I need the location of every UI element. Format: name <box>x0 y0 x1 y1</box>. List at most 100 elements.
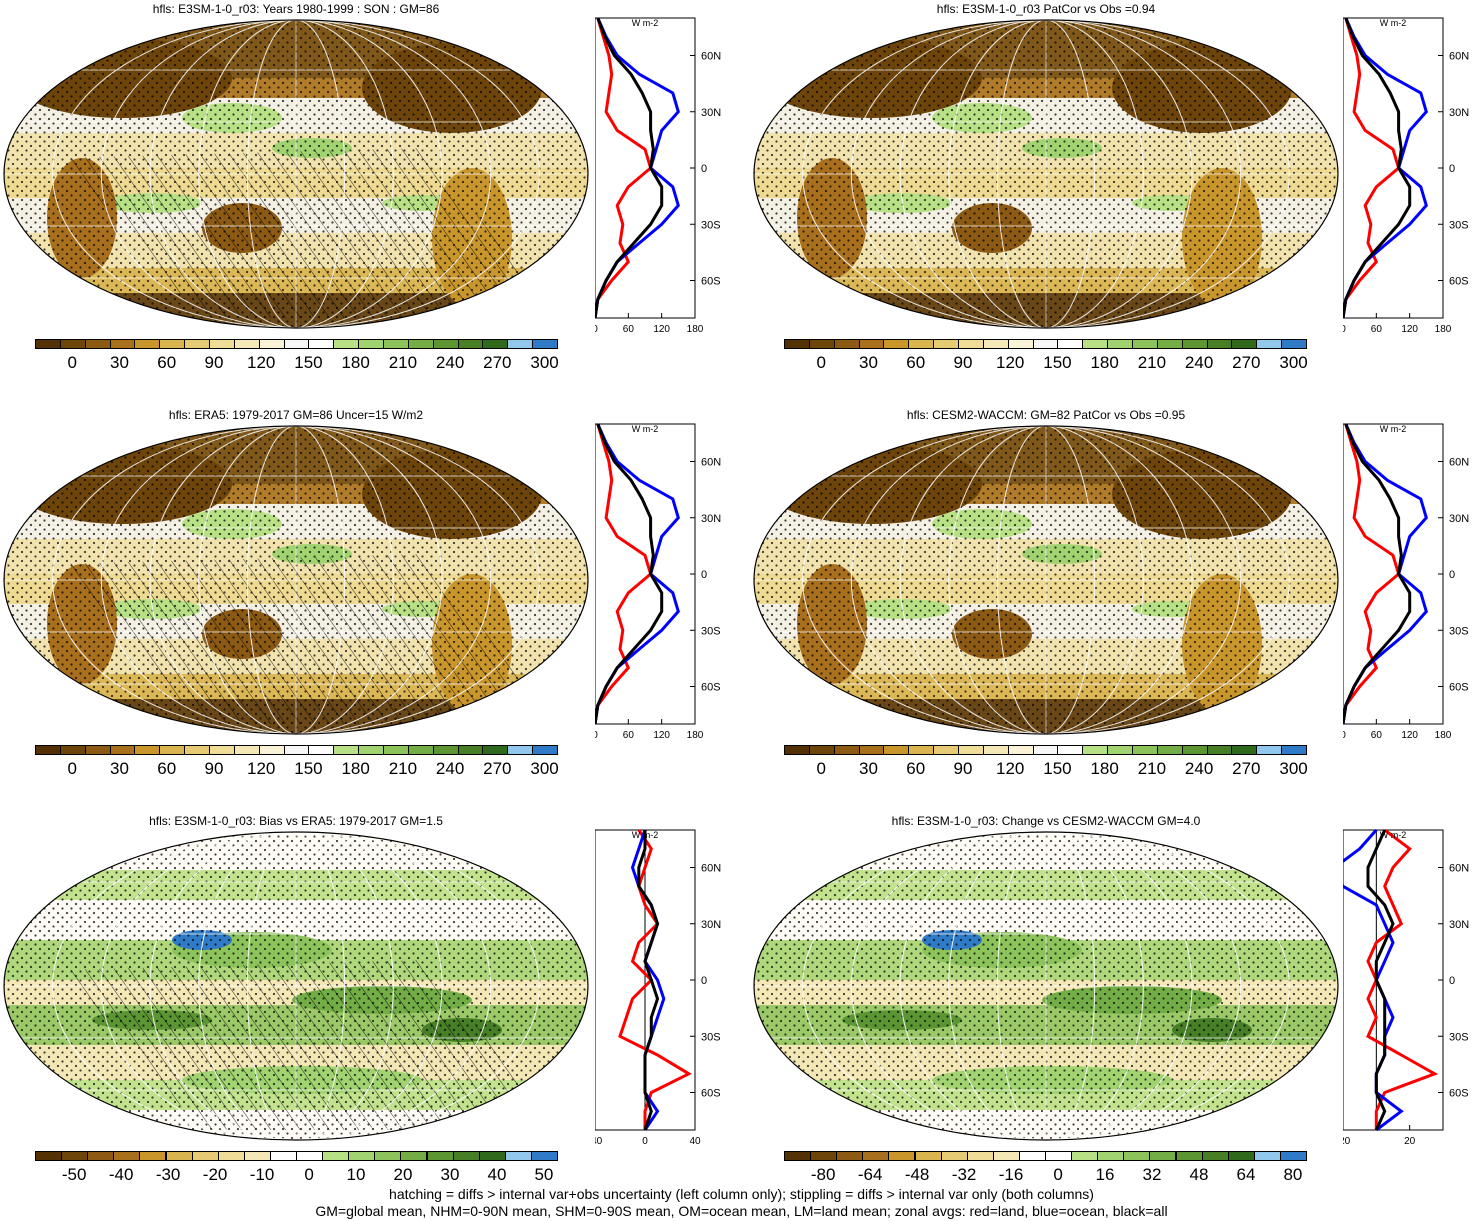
colorbar-swatch <box>59 339 86 349</box>
zonal-line-ocean <box>630 829 666 1131</box>
colorbar-swatch <box>858 339 885 349</box>
panel-title: hfls: E3SM-1-0_r03 PatCor vs Obs =0.94 <box>936 2 1156 16</box>
colorbar-swatch <box>992 1151 1020 1161</box>
colorbar-swatch <box>159 745 186 755</box>
colorbar-swatch <box>808 745 835 755</box>
colorbar-swatch <box>113 1151 141 1161</box>
colorbar-swatch <box>507 745 534 755</box>
zonal-tick-label: 60 <box>623 730 635 741</box>
lat-label: 0 <box>701 163 707 175</box>
colorbar-label: 240 <box>1184 353 1214 372</box>
zonal-tick-label: 0 <box>1343 730 1346 741</box>
lat-label: 0 <box>1449 975 1455 987</box>
colorbar-label: 180 <box>1090 353 1119 372</box>
colorbar-swatch <box>908 745 935 755</box>
colorbar-swatch <box>35 339 61 349</box>
zonal-unit: W m-2 <box>632 18 659 28</box>
colorbar-label: 16 <box>1095 1165 1115 1184</box>
zonal-line-all <box>595 423 664 725</box>
colorbar-swatch <box>59 745 86 755</box>
colorbar-swatch <box>35 745 61 755</box>
colorbar-label: 60 <box>906 759 926 778</box>
colorbar-swatch <box>1097 1151 1125 1161</box>
colorbar-label: 90 <box>953 353 973 372</box>
colorbar-swatch <box>1206 745 1233 755</box>
colorbar-swatch <box>810 1151 838 1161</box>
colorbar-label: 64 <box>1236 1165 1256 1184</box>
colorbar-swatch <box>159 339 186 349</box>
lat-label: 60N <box>1449 863 1469 875</box>
footer-line-1: hatching = diffs > internal var+obs unce… <box>389 1186 1094 1202</box>
zonal-plot: 60N 30N 0 30S 60S 0 60 120 180 W m-2 <box>1343 423 1469 741</box>
zonal-tick-label: 0 <box>1343 324 1346 335</box>
colorbar-label: 150 <box>294 759 323 778</box>
colorbar-label: 150 <box>1043 353 1072 372</box>
lat-label: 60S <box>701 682 721 694</box>
lat-label: 30N <box>701 919 721 931</box>
zonal-plot: 60N 30N 0 30S 60S 0 60 120 180 W m-2 <box>595 423 721 741</box>
lat-label: 60S <box>1449 276 1469 288</box>
lat-label: 30N <box>1449 513 1469 525</box>
colorbar-label: 30 <box>859 759 878 778</box>
colorbar-swatch <box>184 339 210 349</box>
panel-title: hfls: E3SM-1-0_r03: Years 1980-1999 : SO… <box>152 2 440 16</box>
colorbar-swatch <box>1057 339 1084 349</box>
colorbar-label: 30 <box>110 353 129 372</box>
colorbar-swatch <box>233 745 260 755</box>
colorbar-swatch <box>833 339 860 349</box>
footer-notes: hatching = diffs > internal var+obs unce… <box>0 1186 1483 1220</box>
colorbar-swatch <box>1057 745 1084 755</box>
colorbar-swatch <box>400 1151 428 1161</box>
zonal-tick-label: -40 <box>595 1136 603 1147</box>
colorbar-label: -32 <box>951 1165 977 1184</box>
lat-label: 30S <box>701 625 721 637</box>
colorbar-swatch <box>383 339 409 349</box>
zonal-line-ocean <box>1343 423 1428 725</box>
lat-label: 60S <box>1449 682 1469 694</box>
colorbar-label: -40 <box>108 1165 134 1184</box>
lat-label: 30N <box>701 107 721 119</box>
colorbar-swatch <box>914 1151 942 1161</box>
colorbar-label: 300 <box>530 353 559 372</box>
colorbar-label: -16 <box>998 1165 1024 1184</box>
lat-label: 30N <box>1449 919 1469 931</box>
colorbar-swatch <box>1201 1151 1229 1161</box>
colorbar-swatch <box>1281 339 1307 349</box>
colorbar-swatch <box>532 745 558 755</box>
colorbar-swatch <box>1107 745 1133 755</box>
lat-label: 60S <box>701 1088 721 1100</box>
colorbar-swatch <box>1279 1151 1307 1161</box>
colorbar-label: 32 <box>1142 1165 1162 1184</box>
colorbar-label: 0 <box>304 1165 314 1184</box>
colorbar-swatch <box>784 745 810 755</box>
colorbar-label: 60 <box>906 353 926 372</box>
colorbar-swatch <box>84 339 111 349</box>
colorbar-label: -80 <box>810 1165 836 1184</box>
lat-label: 60N <box>1449 457 1469 469</box>
colorbar-swatch <box>258 339 285 349</box>
colorbar: -50 -40 -30 -20 -10 0 10 20 30 40 50 <box>35 1151 558 1187</box>
colorbar-label: 210 <box>388 759 418 778</box>
colorbar-swatch <box>258 745 285 755</box>
colorbar-swatch <box>35 1151 63 1161</box>
colorbar-swatch <box>374 1151 402 1161</box>
lat-label: 0 <box>701 975 707 987</box>
colorbar-label: 180 <box>1090 759 1119 778</box>
zonal-line-land <box>618 829 692 1130</box>
colorbar-label: 30 <box>110 759 129 778</box>
colorbar-swatch <box>1181 339 1208 349</box>
colorbar-swatch <box>1007 339 1034 349</box>
colorbar-label: 0 <box>816 759 827 778</box>
map-panel <box>753 425 1339 735</box>
zonal-line-land <box>1366 828 1439 1130</box>
colorbar-label: 300 <box>1279 759 1308 778</box>
zonal-line-ocean <box>1343 829 1404 1132</box>
colorbar-swatch <box>308 339 335 349</box>
colorbar-swatch <box>1032 745 1059 755</box>
colorbar-label: 60 <box>157 759 177 778</box>
colorbar-swatch <box>908 339 935 349</box>
colorbar-swatch <box>933 339 959 349</box>
colorbar-label: 80 <box>1283 1165 1303 1184</box>
colorbar-swatch <box>184 745 210 755</box>
colorbar-swatch <box>243 1151 271 1161</box>
